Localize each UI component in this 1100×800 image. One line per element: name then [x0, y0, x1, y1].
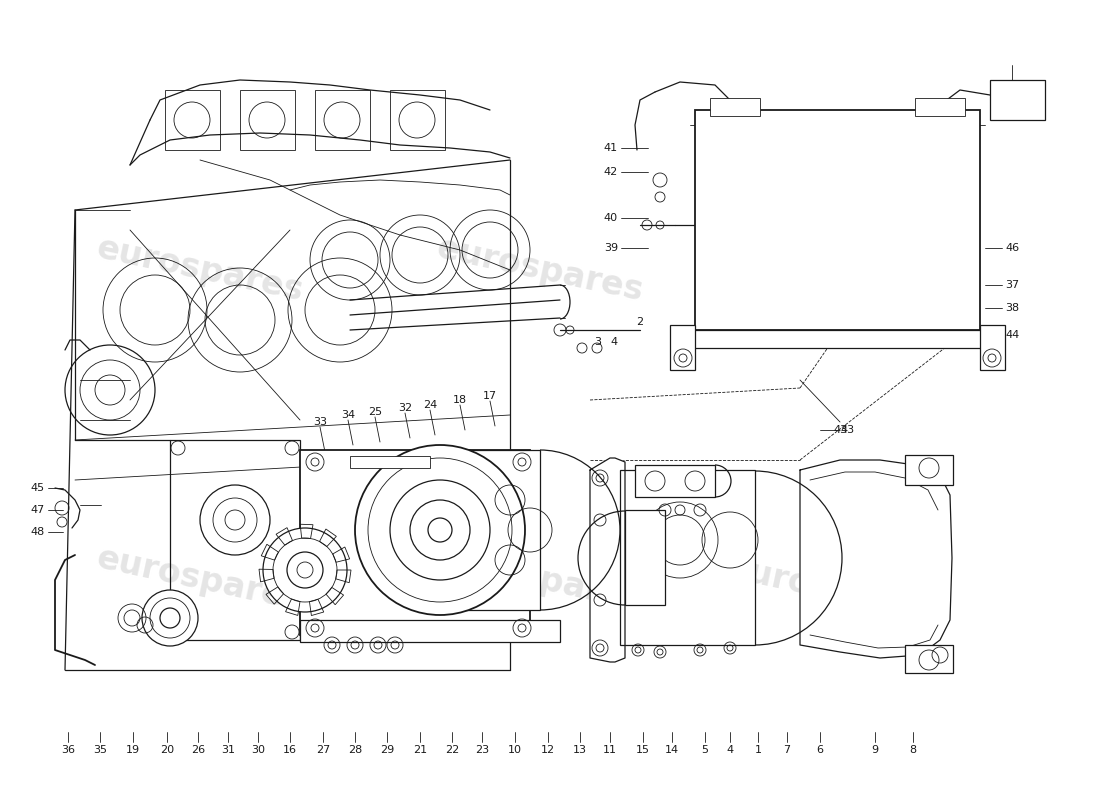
Bar [980, 325, 1005, 370]
Text: eurospares: eurospares [724, 232, 936, 308]
Text: eurospares: eurospares [433, 542, 647, 618]
Bar [300, 620, 560, 642]
Text: 31: 31 [221, 745, 235, 755]
Text: 26: 26 [191, 745, 205, 755]
Text: 20: 20 [160, 745, 174, 755]
Text: 15: 15 [636, 745, 650, 755]
Bar [635, 465, 715, 497]
Text: 22: 22 [444, 745, 459, 755]
Text: 17: 17 [483, 391, 497, 401]
Bar [165, 90, 220, 150]
Text: 43: 43 [833, 425, 847, 435]
Text: 23: 23 [475, 745, 490, 755]
Polygon shape [590, 458, 625, 662]
Text: 1: 1 [755, 745, 761, 755]
Text: 34: 34 [341, 410, 355, 420]
Text: 18: 18 [453, 395, 468, 405]
Text: eurospares: eurospares [94, 542, 307, 618]
Text: 30: 30 [251, 745, 265, 755]
Text: 36: 36 [60, 745, 75, 755]
Text: 9: 9 [871, 745, 879, 755]
Text: 27: 27 [316, 745, 330, 755]
Bar [695, 110, 980, 330]
Bar [440, 450, 540, 610]
Circle shape [142, 590, 198, 646]
Text: 4: 4 [610, 337, 617, 347]
Text: 25: 25 [367, 407, 382, 417]
Bar [315, 90, 370, 150]
Bar [670, 325, 695, 370]
Text: 11: 11 [603, 745, 617, 755]
Text: 45: 45 [31, 483, 45, 493]
Text: eurospares: eurospares [433, 232, 647, 308]
Polygon shape [800, 460, 952, 658]
Bar [905, 455, 953, 485]
Bar [915, 98, 965, 116]
Text: 46: 46 [1005, 243, 1019, 253]
Text: 42: 42 [604, 167, 618, 177]
Text: 19: 19 [125, 745, 140, 755]
Text: 28: 28 [348, 745, 362, 755]
Text: 41: 41 [604, 143, 618, 153]
Bar [240, 90, 295, 150]
Text: 7: 7 [783, 745, 791, 755]
Circle shape [355, 445, 525, 615]
Bar [300, 450, 530, 635]
Bar [625, 510, 666, 605]
Text: 48: 48 [31, 527, 45, 537]
Bar [170, 440, 300, 640]
Bar [390, 90, 446, 150]
Text: 4: 4 [726, 745, 734, 755]
Text: eurospares: eurospares [724, 552, 936, 628]
Text: 6: 6 [816, 745, 824, 755]
Text: 5: 5 [702, 745, 708, 755]
Text: 47: 47 [31, 505, 45, 515]
Bar [350, 456, 430, 468]
Text: 21: 21 [412, 745, 427, 755]
Text: 40: 40 [604, 213, 618, 223]
Bar [710, 98, 760, 116]
Circle shape [428, 518, 452, 542]
Text: 44: 44 [1005, 330, 1020, 340]
Text: 13: 13 [573, 745, 587, 755]
Text: 12: 12 [541, 745, 556, 755]
Bar [905, 645, 953, 673]
Text: 35: 35 [94, 745, 107, 755]
Text: 32: 32 [398, 403, 412, 413]
Text: 43: 43 [840, 425, 854, 435]
Text: 10: 10 [508, 745, 522, 755]
Text: 8: 8 [910, 745, 916, 755]
Text: 16: 16 [283, 745, 297, 755]
Bar [990, 80, 1045, 120]
Text: 3: 3 [594, 337, 602, 347]
Text: 14: 14 [664, 745, 679, 755]
Text: 38: 38 [1005, 303, 1019, 313]
Text: 24: 24 [422, 400, 437, 410]
Text: 2: 2 [637, 317, 644, 327]
Text: 37: 37 [1005, 280, 1019, 290]
Text: 39: 39 [604, 243, 618, 253]
Text: 29: 29 [379, 745, 394, 755]
Circle shape [263, 528, 346, 612]
Text: eurospares: eurospares [94, 232, 307, 308]
Text: 33: 33 [314, 417, 327, 427]
Bar [690, 330, 984, 348]
Bar [620, 470, 755, 645]
